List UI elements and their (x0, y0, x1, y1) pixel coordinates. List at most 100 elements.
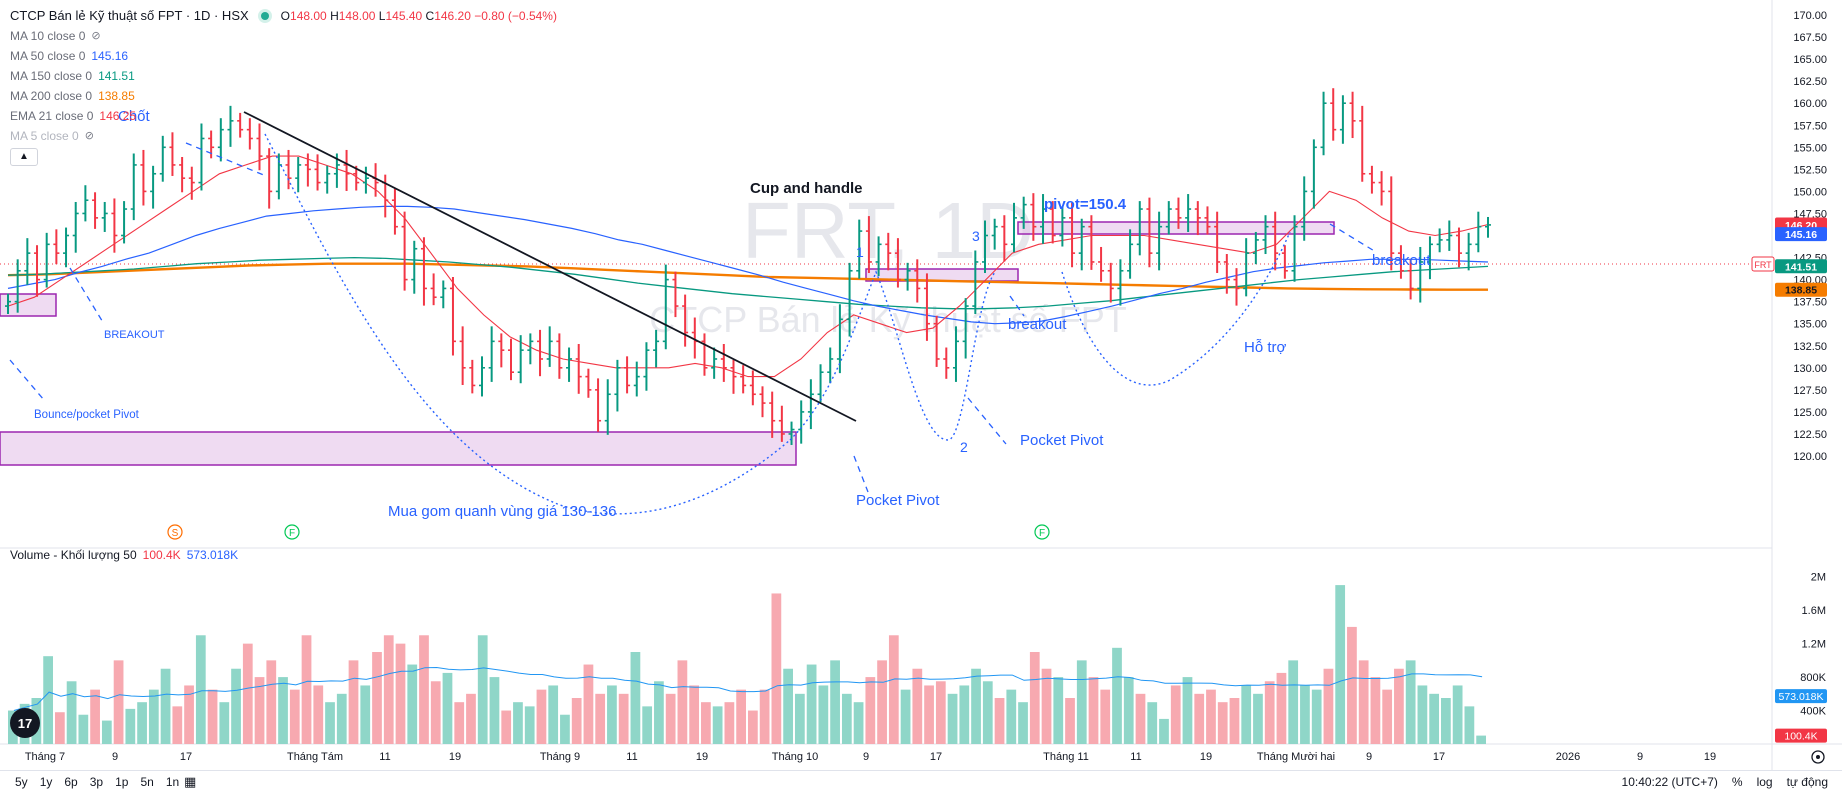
timeframe-button[interactable]: 1p (115, 775, 129, 789)
volume-bar (1029, 652, 1040, 744)
volume-bar (1147, 702, 1158, 744)
zone-left-small[interactable] (0, 293, 57, 317)
volume-tick-label: 1.6M (1802, 605, 1826, 617)
auto-toggle[interactable]: tự động (1786, 775, 1828, 789)
indicator-ema21-value: 146.25 (99, 109, 137, 123)
label-mua-gom[interactable]: Mua gom quanh vùng giá 130-136 (388, 503, 617, 520)
volume-bar (184, 685, 194, 744)
price-bar (1339, 95, 1346, 144)
volume-bar (712, 706, 723, 744)
price-bar (595, 378, 602, 432)
chart-title[interactable]: CTCP Bán lẻ Kỹ thuật số FPT · 1D · HSX (10, 8, 249, 23)
tradingview-logo[interactable]: 17 (10, 708, 40, 738)
volume-bar (313, 685, 324, 744)
volume-bar (877, 660, 887, 744)
price-bar (1310, 139, 1317, 209)
price-bar (1136, 201, 1143, 256)
volume-bar (783, 668, 793, 744)
indicator-ma200[interactable]: MA 200 close 0 (10, 89, 93, 103)
volume-bar (924, 685, 934, 744)
label-point-3[interactable]: 3 (972, 228, 980, 244)
time-tick-label: 2026 (1556, 751, 1580, 763)
calendar-icon[interactable]: ▦ (184, 774, 197, 789)
price-bar (508, 338, 515, 381)
price-bar (111, 198, 118, 253)
price-bar (778, 405, 785, 442)
time-axis[interactable]: Tháng 7 9 17 Tháng Tám 11 19 Tháng 9 11 19 Tháng … (25, 751, 1716, 763)
label-cup-handle[interactable]: Cup and handle (750, 180, 863, 197)
timeframe-button[interactable]: 1y (39, 775, 53, 789)
svg-text:F: F (1039, 528, 1045, 539)
price-bar (498, 333, 505, 368)
clock-time[interactable]: 10:40:22 (UTC+7) (1621, 775, 1718, 789)
volume-bar (900, 689, 911, 744)
timeframe-button[interactable]: 5n (140, 775, 154, 789)
hidden-eye-icon[interactable]: ⊘ (84, 130, 94, 142)
event-marker-f2[interactable]: F (1034, 524, 1050, 540)
event-marker-s[interactable]: S (167, 524, 183, 540)
indicator-ma5[interactable]: MA 5 close 0 (10, 129, 79, 143)
ohlc-values: O148.00 H148.00 L145.40 C146.20 −0.80 (−… (280, 9, 557, 23)
price-bar (1204, 206, 1211, 235)
settings-gear-icon[interactable] (1811, 750, 1825, 764)
price-bar (1301, 176, 1308, 241)
volume-bar (1229, 698, 1240, 744)
volume-bar (1006, 689, 1017, 744)
label-pocket-pivot-2[interactable]: Pocket Pivot (1020, 432, 1104, 449)
label-breakout-right[interactable]: breakout (1372, 252, 1431, 269)
label-pivot[interactable]: pivot=150.4 (1044, 196, 1127, 213)
collapse-legend-button[interactable]: ▲ (10, 148, 38, 166)
volume-bar (172, 706, 183, 744)
volume-bar (1088, 677, 1099, 744)
timeframe-button[interactable]: 5y (15, 775, 28, 789)
price-bar (1049, 201, 1056, 244)
indicator-ma50[interactable]: MA 50 close 0 (10, 49, 86, 63)
percent-toggle[interactable]: % (1731, 775, 1743, 789)
timeframe-button[interactable]: 1n (165, 775, 180, 789)
label-pocket-pivot-1[interactable]: Pocket Pivot (856, 492, 940, 509)
volume-bar (501, 710, 512, 744)
label-breakout-left[interactable]: BREAKOUT (104, 329, 165, 341)
indicator-ma150[interactable]: MA 150 close 0 (10, 69, 93, 83)
price-tick-label: 120.00 (1793, 451, 1827, 463)
volume-bar (278, 677, 288, 744)
zone-accumulation[interactable] (0, 431, 797, 466)
price-bar (1175, 197, 1182, 229)
price-bar (1117, 259, 1124, 306)
indicator-ma10[interactable]: MA 10 close 0 (10, 29, 86, 43)
label-point-1[interactable]: 1 (856, 244, 864, 260)
timeframe-button[interactable]: 3p (89, 775, 104, 789)
log-toggle[interactable]: log (1756, 775, 1773, 789)
volume-bar (43, 656, 53, 744)
label-bounce[interactable]: Bounce/pocket Pivot (34, 409, 140, 421)
volume-bar (1417, 685, 1428, 744)
volume-bar (759, 689, 770, 744)
volume-bar (1335, 585, 1346, 744)
price-bar (1436, 228, 1443, 253)
volume-bar (348, 660, 359, 744)
downtrend-line[interactable] (243, 111, 857, 422)
label-point-2[interactable]: 2 (960, 439, 968, 455)
indicator-ema21[interactable]: EMA 21 close 0 (10, 109, 94, 123)
price-bar (1223, 254, 1230, 294)
time-tick-label: 17 (930, 751, 942, 763)
price-bar (585, 368, 592, 398)
timeframe-buttons: 5y 1y 6p 3p 1p 5n 1n (10, 775, 184, 789)
price-bar (1349, 91, 1356, 139)
volume-bar (1276, 672, 1287, 744)
price-bar (730, 359, 737, 394)
volume-bar (818, 685, 829, 744)
zone-pivot[interactable] (1017, 221, 1335, 235)
volume-bar (1100, 689, 1111, 744)
volume-label[interactable]: Volume - Khối lượng 50 (10, 548, 137, 562)
market-status-dot[interactable] (260, 12, 269, 20)
hidden-eye-icon[interactable]: ⊘ (91, 30, 101, 42)
price-tick-label: 135.00 (1793, 319, 1827, 331)
timeframe-button[interactable]: 6p (64, 775, 78, 789)
label-ho-tro[interactable]: Hỗ trợ (1244, 339, 1287, 356)
label-chot[interactable]: Chốt (118, 108, 151, 125)
label-breakout-mid[interactable]: breakout (1008, 316, 1067, 333)
event-marker-f1[interactable]: F (284, 524, 300, 540)
price-bar (101, 201, 108, 232)
